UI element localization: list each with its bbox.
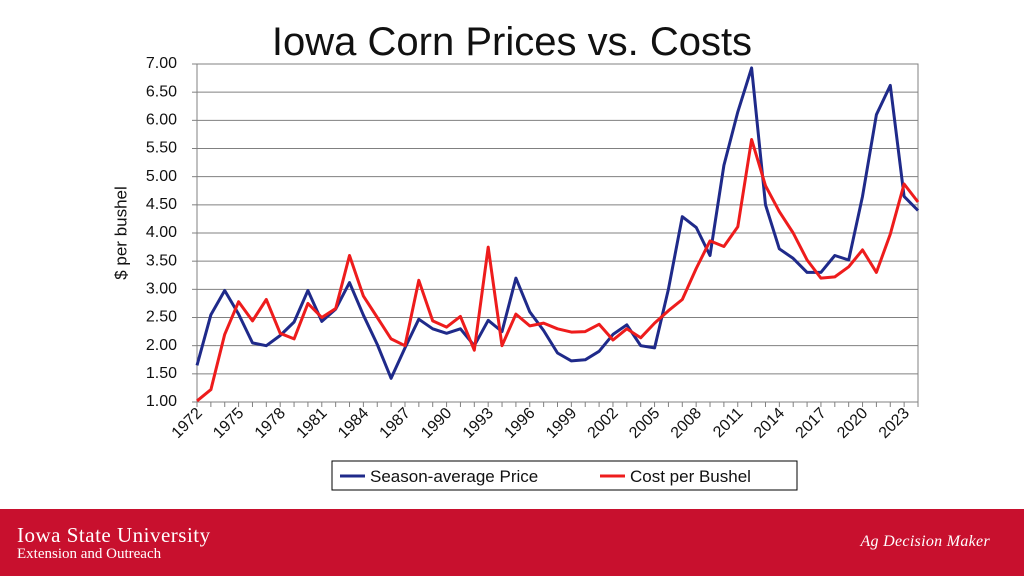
extension-name: Extension and Outreach bbox=[17, 546, 162, 562]
x-tick-label: 2008 bbox=[668, 405, 705, 442]
legend-label-price: Season-average Price bbox=[370, 467, 538, 486]
y-tick-label: 3.00 bbox=[146, 281, 177, 298]
price-series-line bbox=[195, 66, 920, 380]
x-tick-label: 1999 bbox=[543, 405, 580, 442]
line-chart: 1.00 1.50 2.00 2.50 3.00 3.50 4.00 4.50 5.00 5.50… bbox=[111, 55, 920, 491]
y-tick-label: 6.00 bbox=[146, 112, 177, 129]
x-tick-label: 2011 bbox=[710, 405, 746, 441]
y-axis-title: $ per bushel bbox=[111, 186, 130, 280]
series bbox=[195, 66, 920, 403]
y-tick-label: 6.50 bbox=[146, 83, 177, 100]
gridlines bbox=[197, 63, 918, 403]
x-tick-label: 1978 bbox=[252, 405, 289, 442]
legend-label-cost: Cost per Bushel bbox=[630, 467, 751, 486]
y-tick-label: 2.00 bbox=[146, 337, 177, 354]
y-tick-label: 7.00 bbox=[146, 55, 177, 72]
x-tick-label: 2002 bbox=[585, 405, 622, 442]
y-tick-label: 1.00 bbox=[146, 393, 177, 410]
y-tick-label: 1.50 bbox=[146, 365, 177, 382]
x-tick-label: 2023 bbox=[876, 405, 913, 442]
legend: Season-average Price Cost per Bushel bbox=[331, 460, 798, 491]
x-tick-label: 1984 bbox=[335, 405, 372, 442]
cost-series-line bbox=[196, 138, 920, 403]
x-tick-label: 2017 bbox=[793, 405, 830, 442]
page-title: Iowa Corn Prices vs. Costs bbox=[271, 20, 753, 64]
y-axis-ticks: 1.00 1.50 2.00 2.50 3.00 3.50 4.00 4.50 5.00 5.50… bbox=[146, 55, 197, 410]
x-tick-label: 1990 bbox=[418, 405, 455, 442]
x-tick-label: 1981 bbox=[293, 405, 330, 442]
x-tick-label: 1987 bbox=[377, 405, 414, 442]
x-tick-label: 1975 bbox=[210, 405, 247, 442]
y-tick-label: 5.00 bbox=[146, 168, 177, 185]
x-tick-label: 2005 bbox=[626, 405, 663, 442]
x-tick-label: 2014 bbox=[751, 405, 788, 442]
y-tick-label: 4.00 bbox=[146, 224, 177, 241]
y-tick-label: 2.50 bbox=[146, 309, 177, 326]
university-name: Iowa State University bbox=[17, 523, 211, 547]
x-tick-label: 2020 bbox=[834, 405, 871, 442]
x-tick-label: 1993 bbox=[460, 405, 497, 442]
y-tick-label: 4.50 bbox=[146, 196, 177, 213]
x-tick-label: 1972 bbox=[169, 405, 206, 442]
y-tick-label: 3.50 bbox=[146, 252, 177, 269]
footer-bar: Iowa State University Extension and Outr… bbox=[0, 509, 1024, 576]
legend-box bbox=[331, 460, 798, 491]
x-axis-ticks: 1972 1975 1978 1981 1984 1987 1990 1993 1996 1999… bbox=[169, 402, 919, 442]
ag-decision-maker-logo: Ag Decision Maker bbox=[860, 533, 990, 550]
x-tick-label: 1996 bbox=[501, 405, 538, 442]
y-tick-label: 5.50 bbox=[146, 140, 177, 157]
